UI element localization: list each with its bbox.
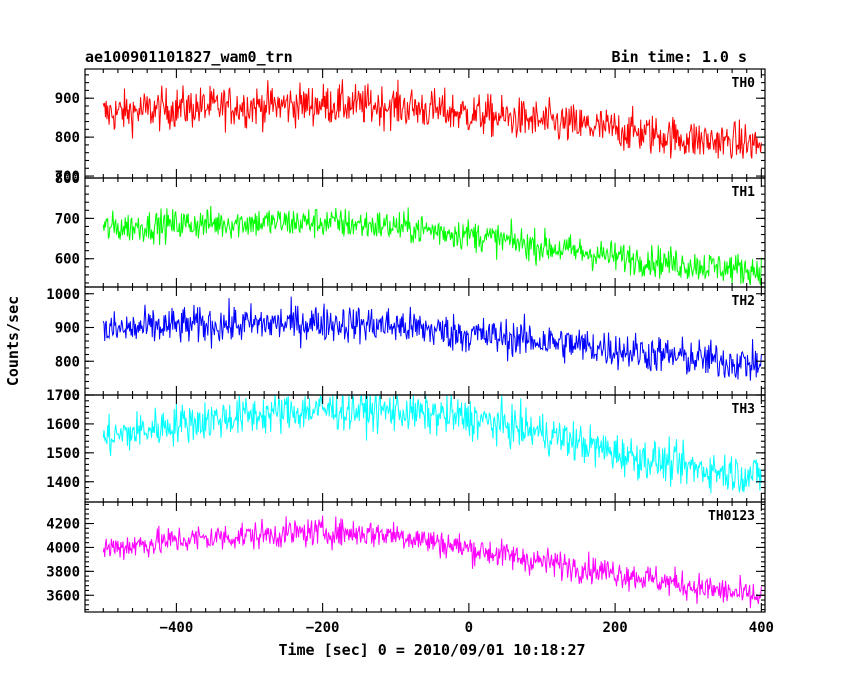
y-tick-label: 1400 — [46, 475, 80, 491]
panel-label-th3: TH3 — [732, 402, 755, 417]
y-tick-label: 1500 — [46, 446, 80, 462]
panel-th2: 700 800 900 1000 TH2 — [46, 286, 766, 404]
y-tick-label: 800 — [55, 354, 80, 370]
series-line-th2 — [102, 296, 762, 381]
panel-th3: 1400 1500 1600 1700 TH3 — [46, 388, 766, 503]
y-tick-label: 1000 — [46, 287, 80, 303]
y-tick-label: 600 — [55, 252, 80, 268]
series-line-th3 — [102, 395, 762, 494]
y-tick-label: 1600 — [46, 417, 80, 433]
x-tick-label: −400 — [160, 620, 194, 636]
panel-frame — [84, 68, 766, 179]
y-axis-label: Counts/sec — [4, 296, 22, 386]
panel-label-th0123: TH0123 — [708, 509, 755, 524]
y-tick-label: 700 — [55, 388, 80, 404]
x-tick-label: 200 — [602, 620, 627, 636]
y-tick-label: 4000 — [46, 540, 80, 556]
y-tick-label: 4200 — [46, 517, 80, 533]
y-tick-label: 800 — [55, 171, 80, 187]
panel-label-th1: TH1 — [732, 185, 756, 200]
y-tick-label: 700 — [55, 169, 80, 185]
y-tick-label: 900 — [55, 91, 80, 107]
panel-th0123: 3600 3800 4000 4200 TH0123 — [46, 501, 766, 613]
y-tick-label: 800 — [55, 130, 80, 146]
y-tick-label: 3800 — [46, 564, 80, 580]
panel-frame — [84, 501, 766, 613]
y-tick-label: 1700 — [46, 388, 80, 404]
series-line-th0 — [102, 79, 762, 159]
x-tick-label: 400 — [749, 620, 774, 636]
x-tick-label: 0 — [465, 620, 473, 636]
panel-label-th2: TH2 — [732, 294, 755, 309]
y-tick-label: 3600 — [46, 588, 80, 604]
series-line-th1 — [102, 205, 762, 286]
x-tick-label: −200 — [306, 620, 340, 636]
chart-title: ae100901101827_wam0_trn — [85, 48, 293, 66]
x-axis: −400 −200 0 200 400 — [160, 620, 774, 636]
y-tick-label: 900 — [55, 321, 80, 337]
x-axis-label: Time [sec] 0 = 2010/09/01 10:18:27 — [278, 641, 585, 659]
y-tick-label: 700 — [55, 211, 80, 227]
bin-time-label: Bin time: 1.0 s — [612, 48, 747, 66]
series-line-th0123 — [102, 515, 762, 609]
panel-frame — [84, 286, 766, 396]
panel-label-th0: TH0 — [732, 76, 756, 91]
